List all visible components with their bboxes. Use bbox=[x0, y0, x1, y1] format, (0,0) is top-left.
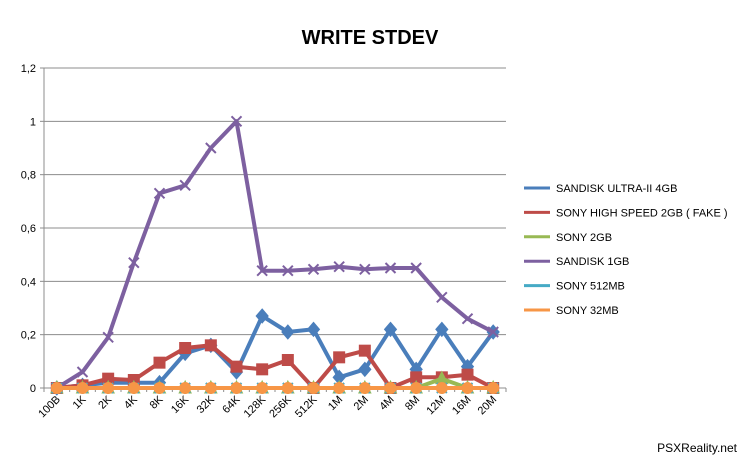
data-point bbox=[281, 382, 294, 394]
data-point bbox=[256, 264, 268, 277]
data-point bbox=[461, 312, 474, 325]
legend-label: SONY 512MB bbox=[556, 281, 625, 293]
data-point bbox=[102, 382, 115, 394]
data-point bbox=[281, 324, 295, 340]
data-point bbox=[76, 366, 89, 378]
legend-item: SANDISK ULTRA-II 4GB bbox=[524, 183, 677, 195]
x-tick-label: 1M bbox=[326, 394, 345, 413]
y-tick-label: 0,4 bbox=[21, 276, 36, 288]
x-tick-label: 20M bbox=[476, 394, 500, 418]
x-tick-label: 12M bbox=[424, 394, 448, 418]
data-point bbox=[230, 360, 243, 373]
data-point bbox=[102, 331, 114, 344]
legend-item: SANDISK 1GB bbox=[524, 256, 629, 268]
x-tick-label: 16M bbox=[450, 394, 474, 418]
series-group bbox=[51, 115, 499, 394]
data-point bbox=[333, 351, 346, 364]
chart-title: WRITE STDEV bbox=[302, 27, 439, 49]
data-point bbox=[307, 263, 320, 276]
legend-label: SANDISK 1GB bbox=[556, 256, 629, 268]
x-tick-label: 1K bbox=[71, 393, 89, 411]
x-tick-label: 8M bbox=[403, 394, 422, 413]
data-point bbox=[281, 354, 294, 366]
y-tick-label: 0,2 bbox=[21, 330, 36, 342]
y-tick-label: 0,8 bbox=[21, 170, 36, 182]
data-point bbox=[487, 382, 500, 394]
y-tick-label: 1 bbox=[30, 116, 36, 128]
x-tick-label: 2M bbox=[352, 394, 371, 413]
x-tick-label: 16K bbox=[169, 393, 192, 416]
data-point bbox=[256, 382, 269, 394]
data-point bbox=[282, 264, 294, 277]
data-point bbox=[307, 382, 320, 394]
data-point bbox=[153, 356, 166, 369]
data-point bbox=[76, 382, 89, 394]
data-point bbox=[410, 262, 422, 274]
data-point bbox=[127, 382, 140, 394]
data-point bbox=[461, 382, 474, 394]
y-tick-label: 0,6 bbox=[21, 223, 36, 235]
legend: SANDISK ULTRA-II 4GB SONY HIGH SPEED 2GB … bbox=[524, 183, 728, 317]
gridlines bbox=[44, 67, 506, 336]
data-point bbox=[179, 382, 192, 394]
data-point bbox=[230, 115, 243, 128]
data-point bbox=[410, 382, 423, 394]
x-tick-label: 8K bbox=[148, 393, 166, 411]
series-group bbox=[50, 382, 500, 394]
data-point bbox=[359, 263, 371, 276]
data-point bbox=[461, 368, 474, 381]
legend-label: SONY 2GB bbox=[556, 232, 612, 244]
data-point bbox=[333, 382, 346, 394]
data-point bbox=[204, 382, 217, 394]
x-tick-label: 32K bbox=[195, 393, 218, 416]
data-point bbox=[153, 187, 166, 200]
data-point bbox=[205, 142, 217, 154]
data-point bbox=[179, 342, 192, 354]
legend-item: SONY 2GB bbox=[524, 232, 612, 244]
data-point bbox=[358, 361, 372, 378]
x-tick-label: 128K bbox=[242, 393, 269, 420]
y-tick-label: 0 bbox=[30, 383, 36, 395]
data-point bbox=[435, 382, 448, 394]
data-point bbox=[153, 382, 166, 394]
x-tick-label: 4M bbox=[377, 394, 396, 413]
data-point bbox=[128, 256, 140, 269]
data-point bbox=[384, 382, 397, 394]
x-tick-label: 256K bbox=[267, 393, 294, 420]
x-tick-label: 2K bbox=[96, 393, 114, 411]
data-point bbox=[358, 382, 371, 394]
data-point bbox=[255, 308, 269, 324]
data-point bbox=[384, 262, 397, 274]
data-point bbox=[333, 260, 345, 273]
legend-item: SONY HIGH SPEED 2GB ( FAKE ) bbox=[524, 207, 728, 219]
x-tick-label: 100B bbox=[36, 394, 63, 421]
x-tick-label: 512K bbox=[293, 393, 320, 420]
data-point bbox=[435, 321, 449, 338]
legend-item: SONY 512MB bbox=[524, 281, 625, 293]
y-tick-label: 1,2 bbox=[21, 63, 36, 75]
data-point bbox=[436, 291, 448, 304]
x-tick-label: 4K bbox=[122, 393, 140, 411]
legend-label: SONY HIGH SPEED 2GB ( FAKE ) bbox=[556, 207, 728, 219]
data-point bbox=[256, 363, 269, 376]
data-point bbox=[230, 382, 243, 394]
watermark-text: PSXReality.net bbox=[657, 441, 737, 455]
data-point bbox=[306, 321, 321, 338]
legend-item: SONY 32MB bbox=[524, 305, 619, 317]
series-layer bbox=[50, 115, 500, 396]
data-point bbox=[179, 179, 191, 192]
data-point bbox=[358, 344, 371, 357]
x-tick-label: 64K bbox=[220, 393, 243, 416]
legend-label: SANDISK ULTRA-II 4GB bbox=[556, 183, 677, 195]
data-point bbox=[204, 339, 217, 352]
data-point bbox=[383, 321, 398, 338]
data-point bbox=[487, 326, 499, 338]
data-point bbox=[50, 382, 63, 394]
legend-label: SONY 32MB bbox=[556, 305, 619, 317]
